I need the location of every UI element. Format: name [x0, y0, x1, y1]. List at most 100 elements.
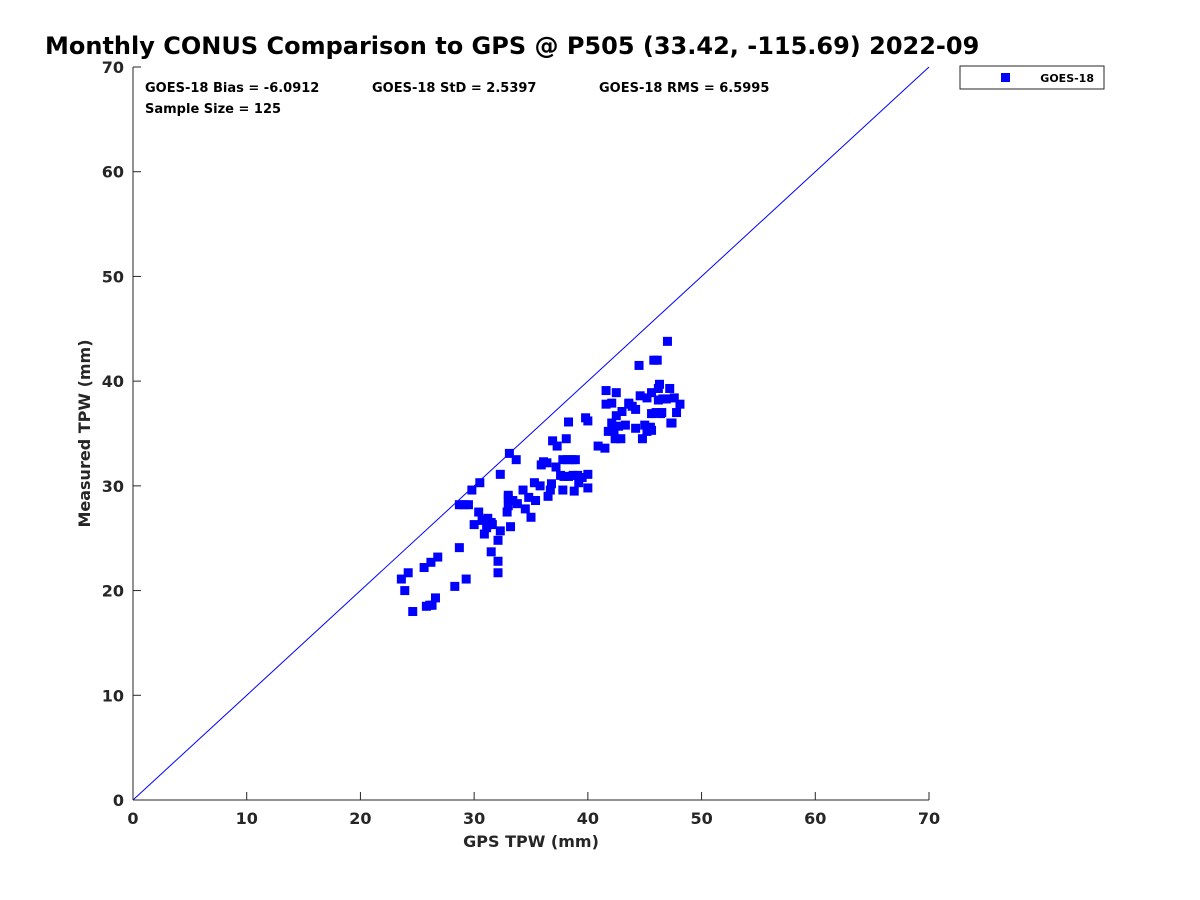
- y-tick-label: 40: [102, 372, 124, 391]
- x-tick-label: 20: [349, 809, 371, 828]
- data-point: [503, 493, 513, 503]
- x-tick-label: 10: [236, 809, 258, 828]
- x-axis-ticks: 0 10 20 30 40 50 60 70: [127, 792, 940, 828]
- data-point: [477, 515, 487, 525]
- data-point: [620, 420, 630, 430]
- data-point: [570, 455, 580, 465]
- data-point: [502, 507, 512, 517]
- data-point: [508, 496, 518, 506]
- x-tick-label: 70: [918, 809, 940, 828]
- data-point: [487, 520, 497, 530]
- data-point: [662, 336, 672, 346]
- data-point: [454, 543, 464, 553]
- data-point: [520, 504, 530, 514]
- data-point: [634, 360, 644, 370]
- data-point: [403, 568, 413, 578]
- data-point: [624, 398, 634, 408]
- std-stat: GOES-18 StD = 2.5397: [372, 81, 536, 96]
- data-point: [607, 398, 617, 408]
- reference-line-group: [132, 66, 930, 801]
- data-point: [495, 526, 505, 536]
- data-point: [637, 434, 647, 444]
- data-point: [459, 500, 469, 510]
- data-point: [647, 388, 657, 398]
- x-tick-label: 60: [804, 809, 826, 828]
- data-point: [635, 391, 645, 401]
- data-point: [531, 496, 541, 506]
- data-point: [647, 409, 657, 419]
- data-point: [535, 481, 545, 491]
- y-axis-ticks: 0 10 20 30 40 50 60 70: [102, 58, 141, 810]
- bias-stat: GOES-18 Bias = -6.0912: [145, 81, 319, 96]
- x-tick-label: 0: [127, 809, 138, 828]
- data-point: [640, 420, 650, 430]
- legend-box: [959, 65, 1105, 90]
- y-tick-label: 20: [102, 582, 124, 601]
- data-point: [665, 383, 675, 393]
- data-point: [610, 434, 620, 444]
- data-point: [601, 399, 611, 409]
- data-point: [574, 478, 584, 488]
- data-point: [558, 455, 568, 465]
- data-point: [486, 547, 496, 557]
- data-point: [542, 458, 552, 468]
- data-point: [564, 417, 574, 427]
- data-point: [426, 557, 436, 567]
- sample-size-stat: Sample Size = 125: [145, 102, 281, 117]
- data-point: [546, 479, 556, 489]
- data-point: [474, 507, 484, 517]
- y-tick-label: 60: [102, 163, 124, 182]
- one-to-one-reference-line: [132, 66, 930, 801]
- x-axis-label: GPS TPW (mm): [463, 832, 599, 851]
- data-point: [617, 407, 627, 417]
- data-point: [611, 388, 621, 398]
- data-point: [495, 469, 505, 479]
- data-point: [479, 529, 489, 539]
- y-axis-label: Measured TPW (mm): [75, 339, 94, 527]
- legend-label: GOES-18: [1040, 72, 1094, 85]
- data-point: [467, 485, 477, 495]
- data-point: [543, 491, 553, 501]
- data-point: [545, 485, 555, 495]
- data-point: [503, 501, 513, 511]
- data-point: [642, 393, 652, 403]
- x-tick-label: 30: [463, 809, 485, 828]
- data-point: [652, 355, 662, 365]
- data-point: [430, 593, 440, 603]
- data-point: [463, 500, 473, 510]
- data-point: [654, 379, 664, 389]
- data-point: [600, 443, 610, 453]
- data-point: [583, 416, 593, 426]
- data-point: [653, 395, 663, 405]
- data-point: [518, 485, 528, 495]
- data-point: [482, 523, 492, 533]
- data-point: [607, 418, 617, 428]
- data-point: [667, 418, 677, 428]
- data-point: [651, 408, 661, 418]
- data-point: [461, 574, 471, 584]
- data-point: [675, 399, 685, 409]
- data-point: [493, 535, 503, 545]
- y-tick-label: 70: [102, 58, 124, 77]
- data-point: [583, 469, 593, 479]
- y-tick-label: 10: [102, 686, 124, 705]
- data-point: [611, 411, 621, 421]
- stats-annotations: GOES-18 Bias = -6.0912 GOES-18 StD = 2.5…: [145, 81, 769, 117]
- rms-stat: GOES-18 RMS = 6.5995: [599, 81, 769, 96]
- y-tick-label: 30: [102, 477, 124, 496]
- data-point: [661, 394, 671, 404]
- data-point: [561, 434, 571, 444]
- data-point: [556, 470, 566, 480]
- data-point: [551, 462, 561, 472]
- data-point: [558, 485, 568, 495]
- data-point: [577, 472, 587, 482]
- data-point: [669, 393, 679, 403]
- data-point: [647, 425, 657, 435]
- data-point: [529, 478, 539, 488]
- data-point: [593, 441, 603, 451]
- data-point: [524, 492, 534, 502]
- data-point: [506, 522, 516, 532]
- data-point: [631, 404, 641, 414]
- data-point: [400, 586, 410, 596]
- data-point: [511, 455, 521, 465]
